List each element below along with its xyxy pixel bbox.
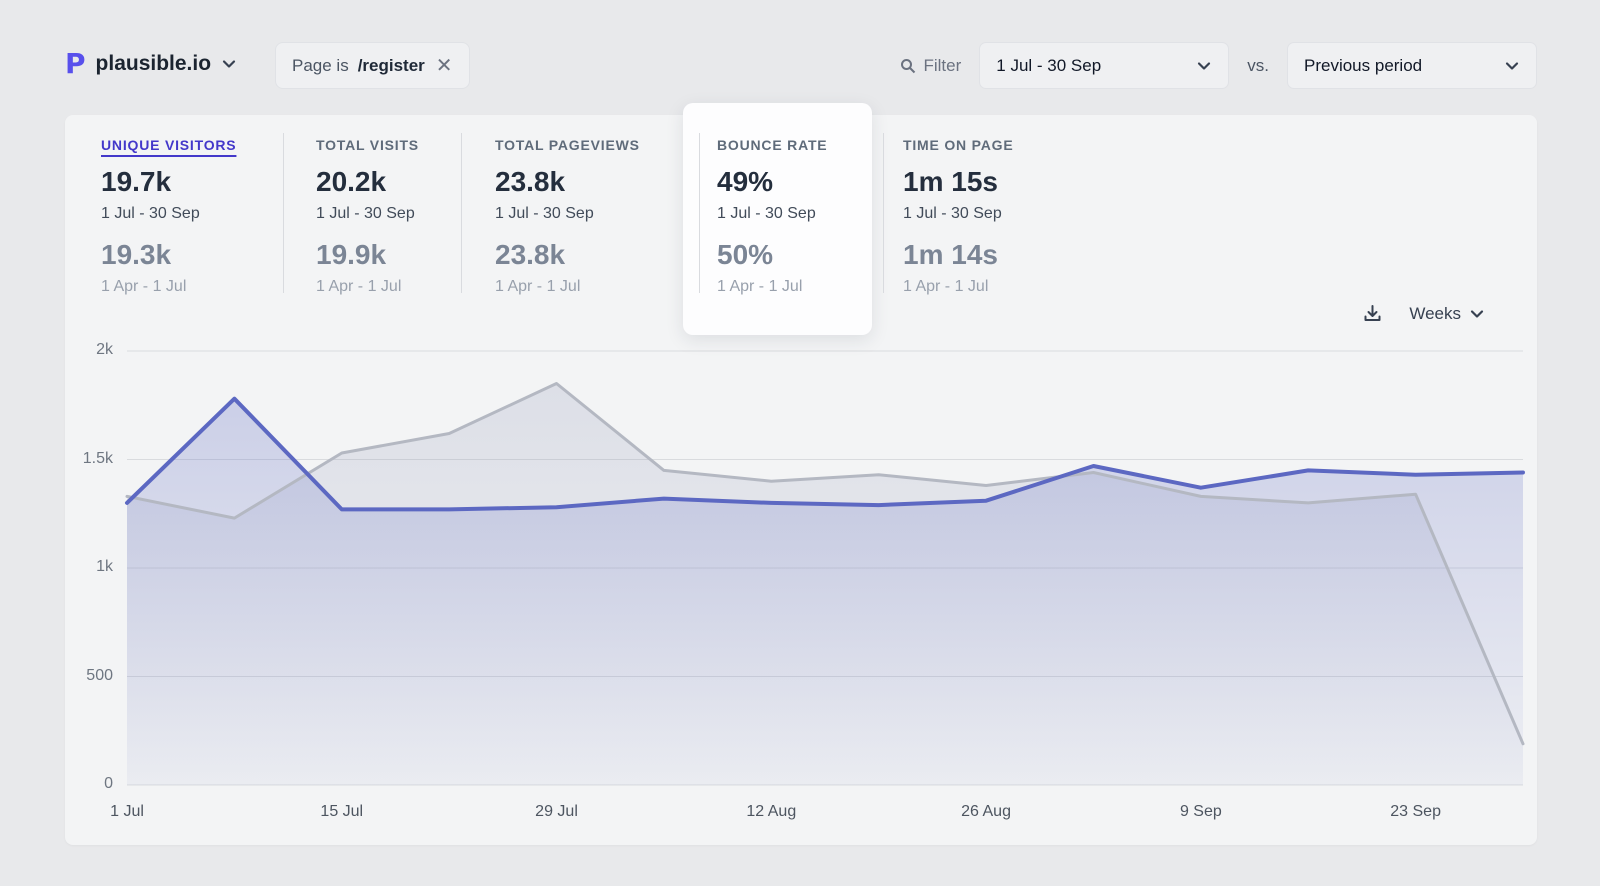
metric-tile-bounce-rate[interactable]: BOUNCE RATE 49% 1 Jul - 30 Sep 50% 1 Apr… <box>717 137 827 296</box>
filter-button-label: Filter <box>923 55 962 75</box>
metric-prev-value: 50% <box>717 239 774 270</box>
previous-period-line <box>125 382 1525 746</box>
metric-period: 1 Jul - 30 Sep <box>903 205 1002 222</box>
metric-prev-period: 1 Apr - 1 Jul <box>903 278 989 295</box>
dashboard-card: UNIQUE VISITORS 19.7k 1 Jul - 30 Sep 19.… <box>65 103 1537 845</box>
metric-period: 1 Jul - 30 Sep <box>316 205 415 222</box>
metric-tile-total-visits[interactable]: TOTAL VISITS 20.2k 1 Jul - 30 Sep 19.9k … <box>316 137 419 296</box>
x-axis-tick-label: 23 Sep <box>1390 803 1441 820</box>
y-axis-tick-label: 2k <box>96 341 113 358</box>
vs-label: vs. <box>1247 55 1269 75</box>
chart-controls: Weeks <box>1362 303 1485 324</box>
filter-chip[interactable]: Page is /register ✕ <box>275 42 470 89</box>
date-range-select[interactable]: 1 Jul - 30 Sep <box>979 42 1230 89</box>
chevron-down-icon <box>1470 309 1484 318</box>
metric-label: TOTAL PAGEVIEWS <box>495 137 640 153</box>
metric-tile-unique-visitors[interactable]: UNIQUE VISITORS 19.7k 1 Jul - 30 Sep 19.… <box>101 137 236 296</box>
metric-label: TOTAL VISITS <box>316 137 419 153</box>
x-axis-tick-label: 1 Jul <box>110 803 144 820</box>
filter-button[interactable]: Filter <box>900 56 961 76</box>
metric-tile-time-on-page[interactable]: TIME ON PAGE 1m 15s 1 Jul - 30 Sep 1m 14… <box>903 137 1013 296</box>
plausible-logo: P <box>65 47 86 80</box>
metric-divider <box>699 133 700 293</box>
site-switcher[interactable]: P plausible.io <box>65 46 237 82</box>
download-icon[interactable] <box>1362 303 1383 324</box>
metric-label: TIME ON PAGE <box>903 137 1014 153</box>
current-period-line <box>125 396 1525 512</box>
metric-label: BOUNCE RATE <box>717 137 828 153</box>
top-bar: P plausible.io Page is /register ✕ Filte… <box>65 42 1537 90</box>
metric-prev-value: 1m 14s <box>903 239 998 270</box>
metric-value: 19.7k <box>101 166 172 197</box>
interval-value: Weeks <box>1409 303 1461 323</box>
x-axis-tick-label: 12 Aug <box>746 803 797 820</box>
x-axis-tick-label: 9 Sep <box>1179 803 1222 820</box>
visitors-chart[interactable] <box>125 350 1525 786</box>
date-range-value: 1 Jul - 30 Sep <box>996 55 1102 75</box>
current-period-area <box>127 398 1523 785</box>
metric-divider <box>461 133 462 293</box>
x-axis-tick-label: 26 Aug <box>961 803 1011 820</box>
search-icon <box>901 58 916 73</box>
metric-label: UNIQUE VISITORS <box>101 137 237 153</box>
metric-value: 23.8k <box>495 166 566 197</box>
metric-period: 1 Jul - 30 Sep <box>717 205 816 222</box>
metric-prev-period: 1 Apr - 1 Jul <box>316 278 402 295</box>
comparison-select[interactable]: Previous period <box>1287 42 1537 89</box>
comparison-value: Previous period <box>1304 55 1423 75</box>
metric-value: 1m 15s <box>903 166 998 197</box>
filter-chip-value: /register <box>357 55 425 75</box>
x-axis-tick-label: 15 Jul <box>320 803 364 820</box>
metric-value: 20.2k <box>316 166 387 197</box>
metric-prev-period: 1 Apr - 1 Jul <box>101 278 187 295</box>
chevron-down-icon <box>222 60 236 68</box>
y-axis-tick-label: 500 <box>86 666 113 684</box>
metric-period: 1 Jul - 30 Sep <box>495 205 594 222</box>
metric-prev-period: 1 Apr - 1 Jul <box>495 278 581 295</box>
metric-period: 1 Jul - 30 Sep <box>101 205 200 222</box>
x-axis-tick-label: 29 Jul <box>535 803 578 820</box>
site-name: plausible.io <box>95 52 212 75</box>
metric-divider <box>283 133 284 293</box>
metric-prev-value: 23.8k <box>495 239 566 270</box>
metric-tile-total-pageviews[interactable]: TOTAL PAGEVIEWS 23.8k 1 Jul - 30 Sep 23.… <box>495 137 640 296</box>
filter-chip-prefix: Page is <box>292 55 349 75</box>
y-axis-tick-label: 1.5k <box>82 449 113 467</box>
y-axis-tick-label: 1k <box>96 558 113 575</box>
close-icon[interactable]: ✕ <box>435 54 453 77</box>
metric-prev-value: 19.9k <box>316 239 387 270</box>
metric-prev-value: 19.3k <box>101 239 172 270</box>
interval-select[interactable]: Weeks <box>1409 304 1485 324</box>
metric-value: 49% <box>717 166 774 197</box>
metric-prev-period: 1 Apr - 1 Jul <box>717 278 803 295</box>
y-axis-tick-label: 0 <box>104 775 113 792</box>
bounce-rate-highlight-card <box>683 103 872 335</box>
chevron-down-icon <box>1198 61 1211 70</box>
chevron-down-icon <box>1505 61 1519 70</box>
metric-divider <box>883 133 884 293</box>
